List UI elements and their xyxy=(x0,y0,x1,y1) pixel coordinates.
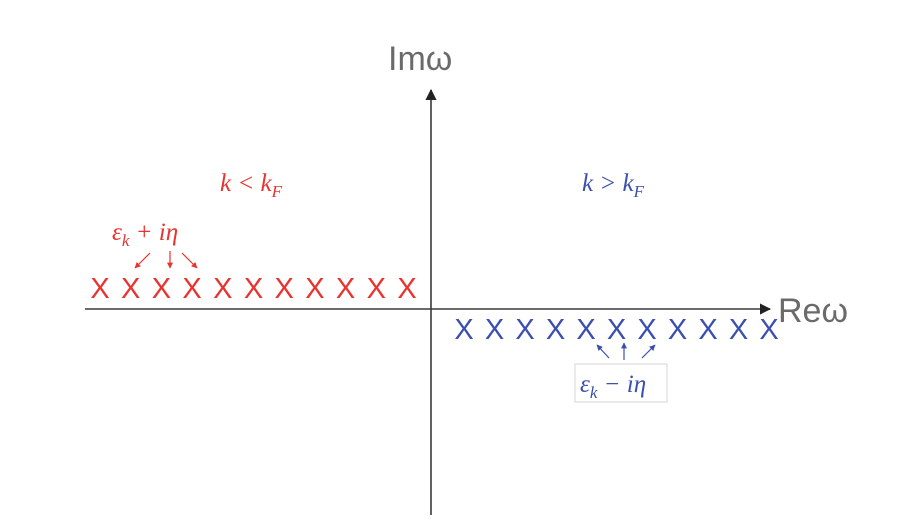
right-pole-mark: X xyxy=(729,314,748,346)
right-pole-mark: X xyxy=(759,314,778,346)
right-region-label-main: k > k xyxy=(582,170,634,197)
right-pole-mark: X xyxy=(698,314,717,346)
real-axis-label: Reω xyxy=(778,292,848,330)
left-pole-mark: X xyxy=(305,273,324,305)
left-pole-mark: X xyxy=(121,273,140,305)
right-region-label: k > kF xyxy=(582,170,645,201)
right-pole-mark: X xyxy=(485,314,504,346)
right-pole-arrow xyxy=(641,344,656,359)
right-pole-mark: X xyxy=(576,314,595,346)
left-pole-mark: X xyxy=(213,273,232,305)
left-pole-mark: X xyxy=(367,273,386,305)
right-pole-label-sub: k xyxy=(590,383,598,402)
right-pole-label-box xyxy=(574,363,668,403)
left-pole-mark: X xyxy=(336,273,355,305)
left-pole-label-symbol: ε xyxy=(112,219,122,246)
right-pole-mark: X xyxy=(515,314,534,346)
right-pole-mark: X xyxy=(546,314,565,346)
left-pole-mark: X xyxy=(275,273,294,305)
right-pole-mark: X xyxy=(668,314,687,346)
left-pole-mark: X xyxy=(397,273,416,305)
right-pole-mark: X xyxy=(607,314,626,346)
right-pole-mark: X xyxy=(637,314,656,346)
left-pole-mark: X xyxy=(182,273,201,305)
left-pole-arrow xyxy=(134,252,151,269)
left-pole-label-sub: k xyxy=(122,231,130,250)
imaginary-axis-label: Imω xyxy=(388,40,452,78)
right-pole-label-symbol: ε xyxy=(580,371,590,398)
right-pole-mark: X xyxy=(454,314,473,346)
right-region-label-sub: F xyxy=(633,182,645,201)
left-pole-label-rest: + iη xyxy=(129,219,178,246)
left-pole-label: εk + iη xyxy=(112,219,178,250)
left-pole-mark: X xyxy=(244,273,263,305)
left-pole-mark: X xyxy=(152,273,171,305)
left-region-label-sub: F xyxy=(271,182,283,201)
left-pole-mark: X xyxy=(90,273,109,305)
right-pole-label: εk − iη xyxy=(580,371,646,402)
right-pole-label-rest: − iη xyxy=(597,371,646,398)
right-pole-arrow xyxy=(596,344,610,359)
left-pole-arrow xyxy=(181,252,198,269)
left-region-label-main: k < k xyxy=(220,170,272,197)
left-region-label: k < kF xyxy=(220,170,283,201)
